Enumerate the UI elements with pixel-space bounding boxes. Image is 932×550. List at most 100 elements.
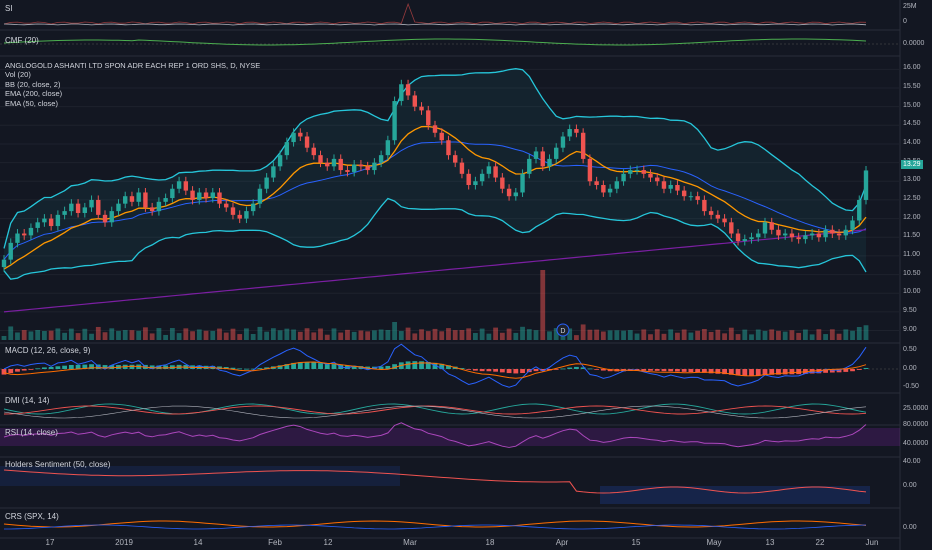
macd-histogram-bar <box>345 365 350 369</box>
volume-bar <box>782 331 788 340</box>
volume-bar <box>668 329 674 340</box>
volume-bar <box>284 328 290 340</box>
macd-histogram-bar <box>277 365 283 369</box>
ema200-line <box>3 229 867 313</box>
macd-histogram-bar <box>163 365 169 369</box>
candle-body <box>331 158 337 167</box>
volume-bar <box>533 330 539 340</box>
macd-histogram-bar <box>405 361 411 369</box>
macd-histogram-bar <box>829 369 835 373</box>
candle-body <box>560 136 566 148</box>
candle-body <box>863 170 869 200</box>
time-tick-label: 17 <box>45 538 55 547</box>
macd-histogram-bar <box>42 367 47 369</box>
candle-body <box>520 173 525 193</box>
macd-histogram-bar <box>473 369 478 371</box>
time-tick-label: Feb <box>268 538 282 547</box>
candle-body <box>358 164 364 167</box>
macd-histogram-bar <box>695 369 701 373</box>
candle-body <box>850 220 855 230</box>
volume-bar <box>176 333 182 340</box>
candle-body <box>695 196 700 200</box>
legend-vol[interactable]: Vol (20) <box>5 70 31 80</box>
time-tick-label: Mar <box>403 538 417 547</box>
candle-body <box>634 170 640 172</box>
volume-bar <box>459 330 465 340</box>
macd-histogram-bar <box>257 368 263 369</box>
macd-histogram-bar <box>594 369 600 370</box>
macd-histogram-bar <box>600 369 606 371</box>
candle-body <box>237 214 242 219</box>
volume-bar <box>89 333 94 340</box>
crs-line <box>3 520 867 528</box>
volume-bar <box>836 333 842 340</box>
legend-ema200[interactable]: EMA (200, close) <box>5 89 63 99</box>
candle-body <box>197 192 202 200</box>
volume-bar <box>452 330 458 340</box>
time-tick-label: 22 <box>815 538 825 547</box>
candle-body <box>136 192 141 202</box>
macd-histogram-bar <box>419 361 424 369</box>
macd-histogram-bar <box>48 366 54 369</box>
volume-bar <box>102 332 108 340</box>
current-price-badge: 13.29 <box>901 160 923 169</box>
volume-bar <box>850 330 855 340</box>
macd-histogram-bar <box>681 369 687 372</box>
macd-histogram-bar <box>439 363 445 369</box>
volume-bar <box>432 328 438 340</box>
volume-bar <box>116 330 121 340</box>
legend-bb[interactable]: BB (20, close, 2) <box>5 79 61 89</box>
candle-body <box>244 211 249 219</box>
macd-histogram-bar <box>109 365 115 369</box>
macd-histogram-bar <box>553 369 559 370</box>
price-tick-label: 10.00 <box>903 288 921 296</box>
volume-bar <box>499 332 505 340</box>
candle-body <box>230 207 236 215</box>
candle-body <box>789 233 795 238</box>
volume-bar <box>661 333 667 340</box>
macd-histogram-bar <box>412 361 418 369</box>
volume-bar <box>735 334 741 340</box>
volume-bar <box>398 331 404 340</box>
time-tick-label: 2019 <box>115 538 133 547</box>
holders-pane-label: Holders Sentiment (50, close) <box>5 460 111 469</box>
candle-body <box>776 229 781 236</box>
volume-bar <box>446 328 451 340</box>
volume-bar <box>365 331 371 340</box>
macd-histogram-bar <box>75 364 81 369</box>
macd-histogram-bar <box>675 369 680 372</box>
candle-body <box>277 155 283 167</box>
volume-bar <box>270 328 276 340</box>
candle-body <box>264 177 269 189</box>
volume-bar <box>742 329 748 340</box>
volume-bar <box>823 334 828 340</box>
candle-body <box>378 155 384 163</box>
candle-body <box>55 214 61 227</box>
holders-axis-top: 40.00 <box>903 458 921 465</box>
macd-histogram-bar <box>823 369 828 373</box>
candle-body <box>257 188 263 204</box>
bollinger-upper-band <box>3 68 867 249</box>
adx-line <box>3 405 867 419</box>
dmi-axis: 25.0000 <box>903 405 929 412</box>
volume-bar <box>796 332 802 340</box>
volume-bar <box>405 327 411 340</box>
macd-histogram-bar <box>486 369 492 372</box>
volume-bar <box>264 331 270 340</box>
volume-bar <box>695 330 701 340</box>
volume-bar <box>614 330 620 340</box>
legend-ema50[interactable]: EMA (50, close) <box>5 98 58 108</box>
crs-axis-zero: 0.00 <box>903 524 917 531</box>
candle-body <box>459 162 465 174</box>
volume-bar <box>217 328 222 340</box>
macd-histogram-bar <box>796 369 802 375</box>
macd-histogram-bar <box>769 369 775 375</box>
candle-body <box>62 211 67 215</box>
volume-bar <box>473 332 478 340</box>
bollinger-basis <box>3 141 867 260</box>
dividend-marker-icon <box>556 323 570 337</box>
candle-body <box>830 229 835 234</box>
price-tick-label: 14.50 <box>903 120 921 128</box>
candle-body <box>291 132 296 143</box>
